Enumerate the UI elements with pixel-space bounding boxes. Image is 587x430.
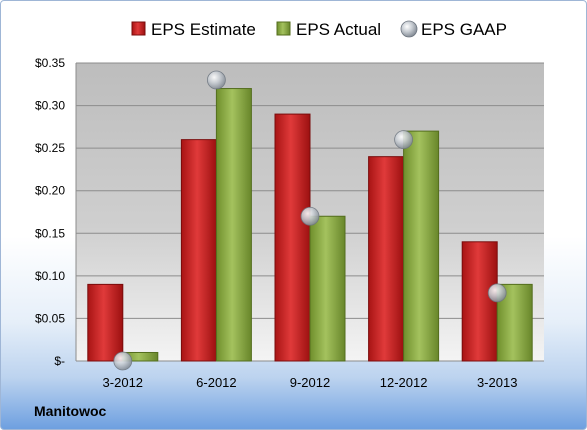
x-tick-label: 12-2012	[380, 375, 428, 390]
legend-swatch	[400, 20, 418, 38]
bar-eps-estimate	[368, 156, 405, 362]
y-tick-label: $0.20	[35, 184, 65, 198]
gaap-markers	[113, 70, 507, 371]
legend-swatch	[276, 21, 291, 36]
marker-eps-gaap	[206, 70, 226, 90]
legend-label: EPS Actual	[296, 20, 381, 39]
bar-eps-estimate	[461, 241, 498, 362]
x-tick-label: 9-2012	[290, 375, 330, 390]
bar-eps-estimate	[274, 113, 311, 362]
bar-eps-actual	[215, 88, 252, 362]
bars	[87, 88, 533, 362]
bar-eps-estimate	[180, 139, 217, 362]
y-axis: $0.35 $0.30 $0.25 $0.20 $0.15 $0.10 $0.05 $-	[35, 56, 65, 368]
legend-label: EPS GAAP	[421, 20, 507, 39]
y-tick-label: $-	[54, 354, 65, 368]
y-tick-label: $0.25	[35, 141, 65, 155]
x-tick-label: 6-2012	[196, 375, 236, 390]
bar-eps-actual	[309, 215, 346, 362]
marker-eps-gaap	[300, 206, 320, 226]
marker-eps-gaap	[113, 351, 133, 371]
marker-eps-gaap	[394, 130, 414, 150]
marker-eps-gaap	[487, 283, 507, 303]
x-tick-label: 3-2013	[477, 375, 517, 390]
y-tick-label: $0.10	[35, 269, 65, 283]
legend-label: EPS Estimate	[151, 20, 256, 39]
y-tick-label: $0.05	[35, 311, 65, 325]
y-tick-label: $0.15	[35, 226, 65, 240]
x-tick-label: 3-2012	[103, 375, 143, 390]
legend-swatch	[131, 21, 146, 36]
y-tick-label: $0.30	[35, 99, 65, 113]
bar-eps-actual	[403, 130, 440, 362]
y-tick-label: $0.35	[35, 56, 65, 70]
bar-eps-estimate	[87, 283, 124, 362]
x-axis: 3-2012 6-2012 9-2012 12-2012 3-2013	[103, 375, 518, 390]
company-label: Manitowoc	[34, 403, 107, 419]
legend: EPS Estimate EPS Actual EPS GAAP	[131, 20, 507, 39]
